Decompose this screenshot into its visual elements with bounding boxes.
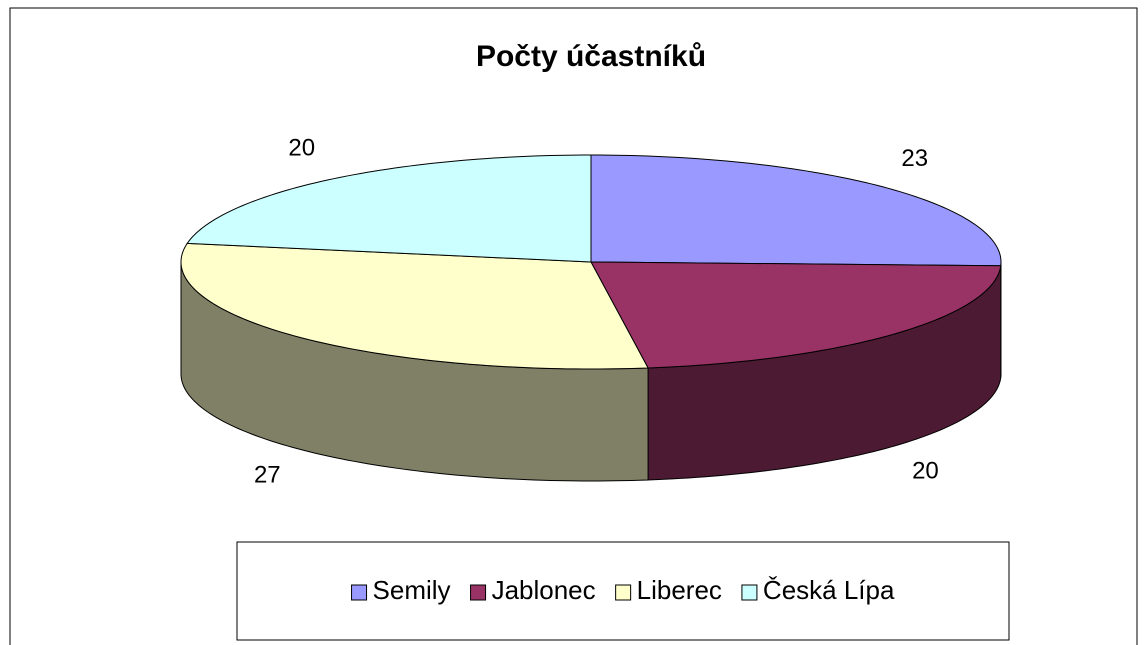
pie: 23 20 27 20 xyxy=(180,135,1002,488)
legend-label: Liberec xyxy=(637,575,722,605)
legend-swatch xyxy=(470,584,487,601)
legend-swatch xyxy=(741,584,758,601)
data-label: 23 xyxy=(901,145,928,172)
chart-title: Počty účastníků xyxy=(476,40,706,73)
legend-label: Semily xyxy=(373,575,451,605)
data-label: 27 xyxy=(254,461,281,488)
pie-slice xyxy=(590,154,1002,267)
pie-slice xyxy=(186,154,592,263)
pie-slice xyxy=(590,261,1002,369)
legend-swatch xyxy=(351,584,368,601)
data-label: 20 xyxy=(288,135,315,162)
legend: Semily Jablonec Liberec Česká Lípa xyxy=(351,575,895,605)
pie-slice xyxy=(180,242,649,370)
legend-swatch xyxy=(615,584,632,601)
data-label: 20 xyxy=(912,458,939,485)
chart-frame xyxy=(9,7,1138,645)
legend-label: Česká Lípa xyxy=(763,575,895,605)
legend-label: Jablonec xyxy=(492,575,596,605)
